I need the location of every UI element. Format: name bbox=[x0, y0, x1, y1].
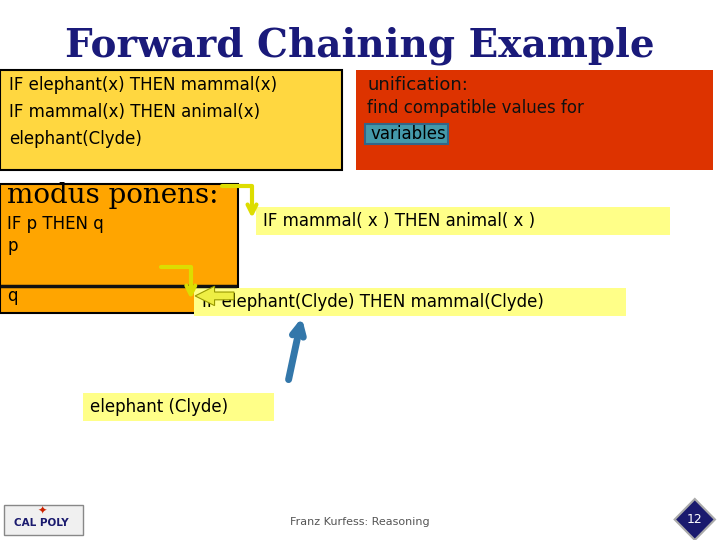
FancyBboxPatch shape bbox=[365, 124, 448, 144]
Text: elephant (Clyde): elephant (Clyde) bbox=[90, 398, 228, 416]
Text: IF elephant(Clyde) THEN mammal(Clyde): IF elephant(Clyde) THEN mammal(Clyde) bbox=[202, 293, 544, 311]
Text: 12: 12 bbox=[687, 513, 703, 526]
FancyBboxPatch shape bbox=[256, 207, 670, 235]
Text: IF mammal( x ) THEN animal( x ): IF mammal( x ) THEN animal( x ) bbox=[263, 212, 535, 230]
FancyBboxPatch shape bbox=[356, 70, 713, 170]
Text: ✦: ✦ bbox=[37, 506, 47, 516]
Polygon shape bbox=[675, 499, 715, 540]
Text: p: p bbox=[7, 237, 18, 255]
Text: find compatible values for: find compatible values for bbox=[367, 99, 584, 117]
Text: q: q bbox=[7, 287, 18, 305]
Text: elephant(Clyde): elephant(Clyde) bbox=[9, 130, 142, 148]
Text: IF p THEN q: IF p THEN q bbox=[7, 215, 104, 233]
Text: unification:: unification: bbox=[367, 76, 468, 94]
Text: IF mammal(x) THEN animal(x): IF mammal(x) THEN animal(x) bbox=[9, 103, 260, 122]
Text: CAL POLY: CAL POLY bbox=[14, 518, 69, 528]
Text: Franz Kurfess: Reasoning: Franz Kurfess: Reasoning bbox=[290, 517, 430, 527]
FancyBboxPatch shape bbox=[0, 184, 238, 313]
FancyBboxPatch shape bbox=[0, 70, 342, 170]
FancyBboxPatch shape bbox=[83, 393, 274, 421]
Text: IF elephant(x) THEN mammal(x): IF elephant(x) THEN mammal(x) bbox=[9, 76, 276, 94]
FancyBboxPatch shape bbox=[194, 288, 626, 316]
Text: Forward Chaining Example: Forward Chaining Example bbox=[66, 26, 654, 65]
FancyBboxPatch shape bbox=[4, 505, 83, 535]
Polygon shape bbox=[195, 286, 234, 306]
Text: variables: variables bbox=[371, 125, 446, 143]
Text: modus ponens:: modus ponens: bbox=[7, 182, 219, 209]
